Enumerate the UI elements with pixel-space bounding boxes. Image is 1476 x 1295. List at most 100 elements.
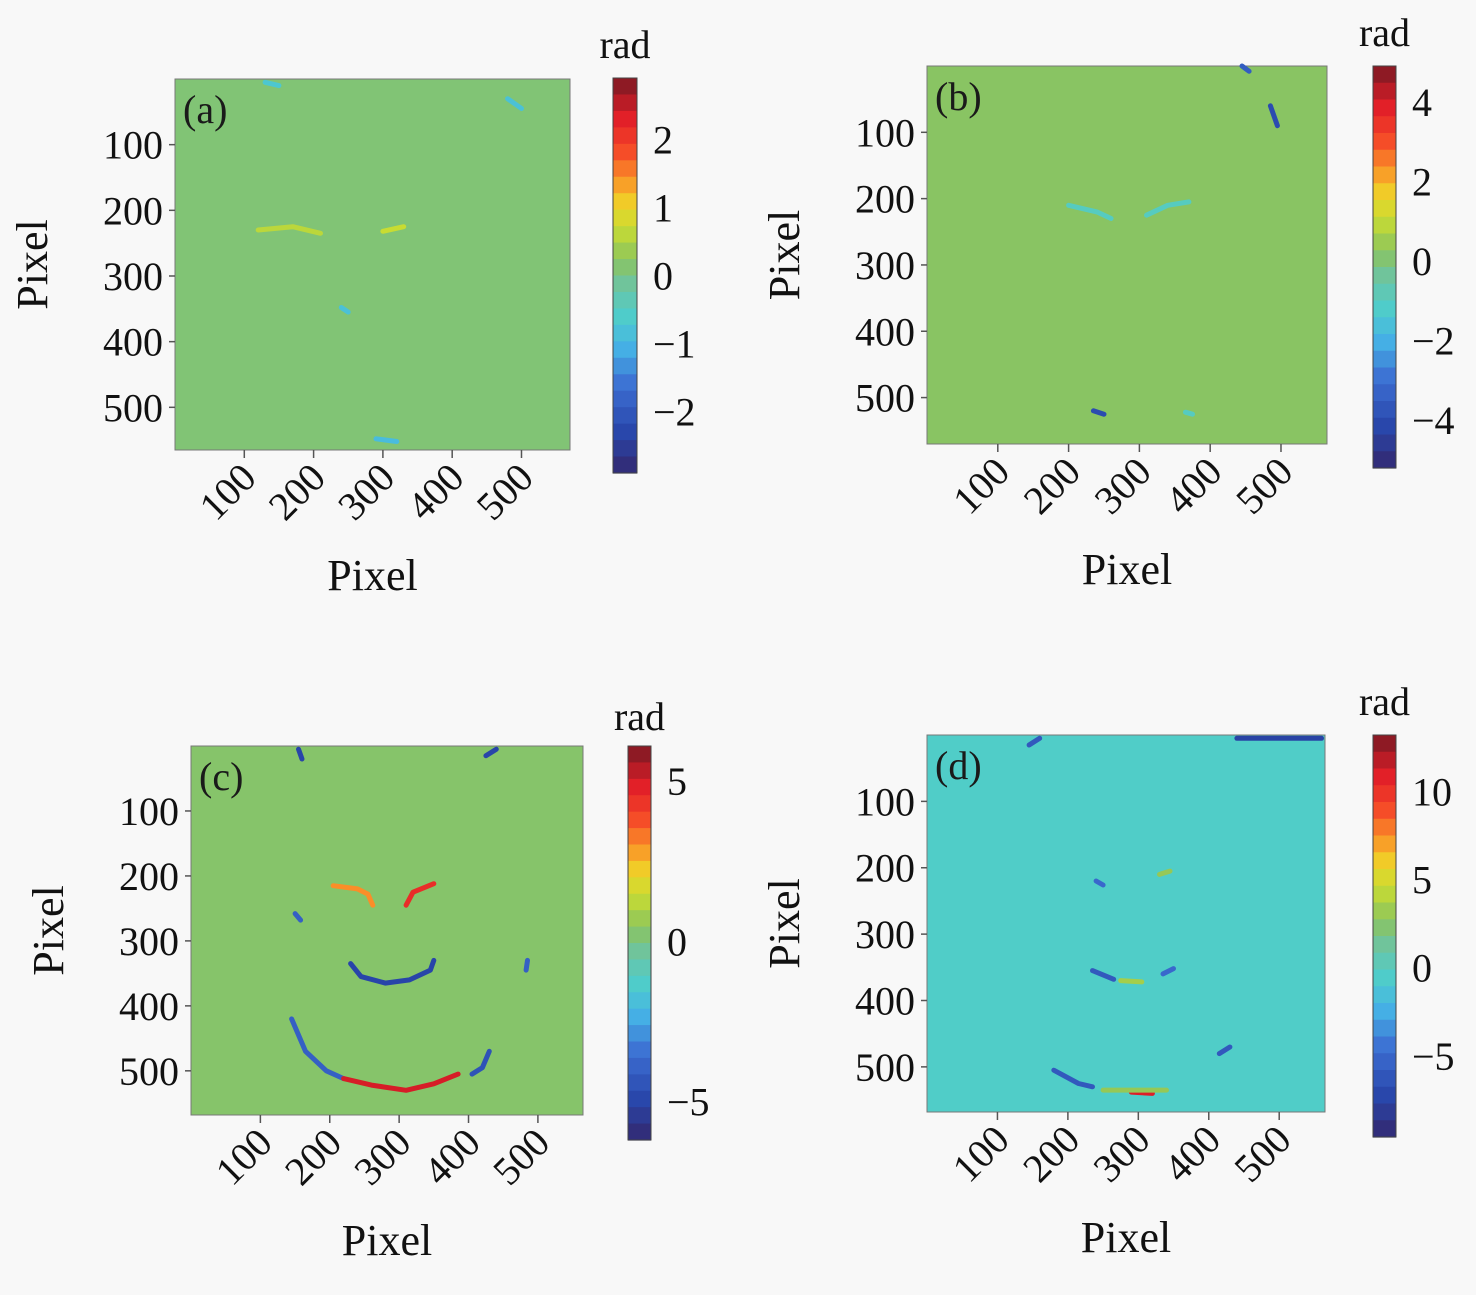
x-tick-label: 200 (1015, 449, 1089, 523)
heatmap-background (926, 65, 1328, 445)
feature-right-eyebrow (1144, 199, 1192, 218)
colorbar-segment (1373, 835, 1396, 853)
colorbar-tick-label: −1 (653, 322, 696, 367)
feature-nose-left (1090, 968, 1117, 982)
colorbar-segment (1373, 1070, 1396, 1088)
feature-left-eyebrow (330, 883, 376, 908)
colorbar-segment (1373, 986, 1396, 1004)
colorbar-tick-label: 0 (653, 254, 673, 299)
colorbar-segment (613, 440, 637, 458)
feature-top-right-mark (505, 96, 524, 111)
y-tick-label: 400 (855, 978, 915, 1023)
colorbar-segment (628, 795, 651, 813)
x-tick-label: 400 (398, 455, 472, 529)
feature-top-left-mark (1026, 735, 1043, 748)
colorbar-segment (1373, 384, 1396, 402)
colorbar-segment (628, 959, 651, 977)
colorbar-segment (1373, 283, 1396, 302)
x-tick-label: 100 (944, 449, 1018, 523)
x-tick-label: 500 (468, 455, 542, 529)
colorbar-segment (613, 456, 637, 474)
colorbar-segment (1373, 116, 1396, 134)
colorbar-tick-label: 10 (1412, 769, 1452, 814)
colorbar-tick-label: 1 (653, 185, 673, 230)
colorbar-segment (1373, 1036, 1396, 1054)
y-tick-label: 300 (855, 243, 915, 288)
colorbar-segment (613, 143, 637, 161)
y-tick-label: 200 (119, 854, 179, 899)
colorbar-segment (1373, 1120, 1396, 1138)
colorbar-segment (613, 160, 637, 178)
colorbar-segment (1373, 919, 1396, 937)
feature-top-right-mark (1267, 103, 1280, 129)
colorbar-segment (1373, 82, 1396, 101)
y-axis-label: Pixel (24, 885, 73, 975)
colorbar-segment (1373, 350, 1396, 369)
colorbar-segment (1373, 1086, 1396, 1105)
colorbar-segment (1373, 317, 1396, 335)
feature-chin-mark (373, 436, 400, 444)
y-tick-label: 100 (103, 123, 163, 168)
y-tick-label: 200 (855, 177, 915, 222)
y-tick-label: 100 (855, 779, 915, 824)
colorbar-segment (1373, 233, 1396, 251)
colorbar-segment (613, 324, 637, 342)
colorbar-segment (613, 407, 637, 425)
feature-jaw-left (289, 1016, 347, 1082)
feature-top-right-mark (483, 746, 499, 759)
colorbar-segment (1373, 250, 1396, 268)
x-tick-label: 500 (484, 1120, 558, 1194)
colorbar-segment (628, 762, 651, 780)
colorbar-segment (1373, 852, 1396, 870)
feature-top-right-edge (1239, 63, 1252, 74)
colorbar-segment (1373, 969, 1396, 987)
colorbar-segment (1373, 334, 1396, 352)
feature-top-left-mark (296, 746, 305, 762)
colorbar-tick-label: 2 (653, 117, 673, 162)
y-tick-label: 400 (103, 320, 163, 365)
colorbar-segment (1373, 1053, 1396, 1071)
feature-nose-right (1160, 966, 1176, 977)
panel-label: (a) (183, 87, 227, 132)
colorbar-segment (628, 893, 651, 911)
feature-cheek-left-mark (292, 911, 304, 923)
colorbar-unit-label: rad (599, 22, 650, 67)
feature-nose (348, 957, 437, 986)
y-tick-label: 200 (103, 188, 163, 233)
y-tick-label: 300 (103, 254, 163, 299)
y-tick-label: 300 (855, 912, 915, 957)
colorbar-segment (1373, 66, 1396, 84)
colorbar-segment (1373, 902, 1396, 920)
y-tick-label: 400 (119, 984, 179, 1029)
colorbar-segment (1373, 149, 1396, 168)
heatmap-background (190, 745, 584, 1116)
colorbar-tick-label: 5 (667, 759, 687, 804)
x-tick-label: 400 (415, 1120, 489, 1194)
y-tick-label: 500 (103, 385, 163, 430)
colorbar-segment (613, 78, 637, 96)
x-tick-label: 200 (276, 1120, 350, 1194)
colorbar-segment (1373, 885, 1396, 904)
x-tick-label: 100 (190, 455, 264, 529)
colorbar-frame (1372, 65, 1397, 469)
colorbar-segment (1373, 785, 1396, 803)
colorbar-segment (1373, 1019, 1396, 1038)
y-tick-label: 200 (855, 846, 915, 891)
colorbar-segment (1373, 216, 1396, 235)
colorbar-segment (628, 910, 651, 928)
colorbar-segment (613, 226, 637, 244)
feature-nose-mark (338, 305, 351, 315)
colorbar-unit-label: rad (614, 694, 665, 739)
panel-b: (b)100200300400500100200300400500PixelPi… (760, 10, 1455, 594)
colorbar-segment (1373, 99, 1396, 117)
panel-a: (a)100200300400500100200300400500PixelPi… (8, 22, 696, 600)
colorbar-segment (613, 242, 637, 260)
colorbar-segment (1373, 818, 1396, 837)
x-tick-label: 100 (944, 1117, 1018, 1191)
colorbar-segment (1373, 367, 1396, 385)
colorbar-segment (1373, 133, 1396, 151)
colorbar-segment (1373, 952, 1396, 971)
x-tick-label: 200 (260, 455, 334, 529)
feature-left-eyebrow (255, 224, 323, 236)
